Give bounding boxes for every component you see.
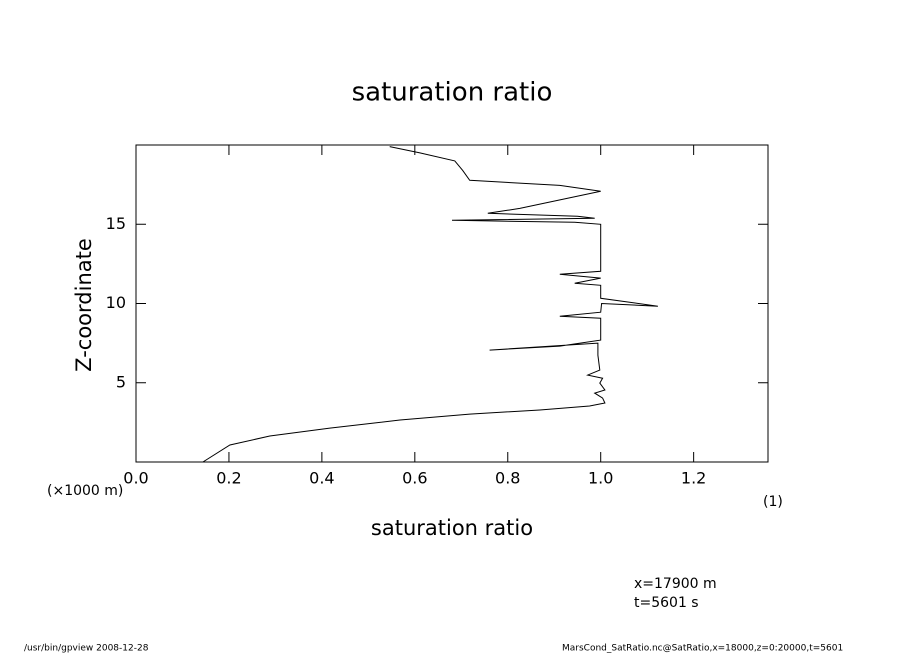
- plot-frame: [135, 144, 769, 463]
- y-unit: (×1000 m): [47, 483, 123, 499]
- y-tick-label: 5: [116, 372, 126, 391]
- x-tick-label: 0.4: [309, 469, 334, 488]
- x-tick-label: 1.0: [588, 469, 613, 488]
- annotation: x=17900 m: [634, 576, 717, 592]
- y-tick-label: 15: [106, 214, 126, 233]
- y-axis-title: Z-coordinate: [72, 238, 96, 372]
- x-tick-label: 0.2: [216, 469, 241, 488]
- chart-title: saturation ratio: [352, 78, 553, 108]
- profile-line: [202, 146, 658, 463]
- y-tick-label: 10: [106, 293, 126, 312]
- x-axis-title: saturation ratio: [371, 516, 533, 540]
- footer: MarsCond_SatRatio.nc@SatRatio,x=18000,z=…: [562, 644, 843, 654]
- footer: /usr/bin/gpview 2008-12-28: [24, 644, 149, 654]
- x-tick-label: 0.0: [123, 469, 148, 488]
- x-unit: (1): [763, 494, 783, 510]
- x-tick-label: 1.2: [681, 469, 706, 488]
- x-tick-label: 0.8: [495, 469, 520, 488]
- x-tick-label: 0.6: [402, 469, 427, 488]
- annotation: t=5601 s: [634, 595, 699, 611]
